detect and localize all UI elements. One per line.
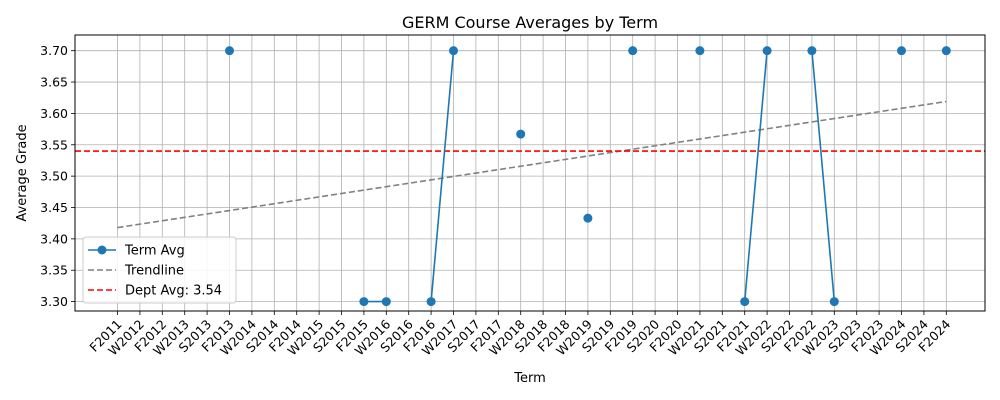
legend-label: Term Avg [124, 244, 185, 259]
trendline [117, 100, 947, 229]
x-axis: F2011W2012F2012W2013S2013F2013W2014S2014… [86, 311, 953, 358]
term-avg-point [807, 46, 817, 56]
y-tick-label: 3.35 [40, 263, 68, 278]
term-avg-point [583, 213, 593, 223]
plot-frame [74, 34, 986, 312]
y-tick-label: 3.40 [40, 231, 68, 246]
y-tick-label: 3.55 [40, 137, 68, 152]
term-avg-point [225, 46, 234, 56]
y-tick-label: 3.60 [40, 106, 68, 121]
term-avg-point [516, 129, 526, 139]
y-tick-label: 3.70 [40, 43, 68, 58]
term-avg-point [628, 46, 638, 56]
legend-marker [97, 245, 107, 255]
term-avg-segment [430, 50, 455, 302]
grid [75, 35, 985, 311]
y-axis: 3.30 3.35 3.40 3.45 3.50 3.55 3.60 3.65 3.70 [40, 43, 75, 309]
term-avg-point [449, 46, 458, 56]
y-tick-label: 3.30 [40, 294, 68, 309]
term-avg-point [381, 297, 391, 307]
term-avg-point [897, 46, 906, 56]
term-avg-point [426, 297, 436, 307]
term-avg-segment [743, 50, 768, 302]
chart-title: GERM Course Averages by Term [402, 13, 658, 32]
term-avg-point [829, 297, 839, 307]
y-tick-label: 3.50 [40, 169, 68, 184]
legend: Term Avg Trendline Dept Avg: 3.54 [82, 236, 237, 304]
y-tick-label: 3.45 [40, 200, 68, 215]
term-avg-point [740, 297, 750, 307]
y-tick-label: 3.65 [40, 75, 68, 90]
term-avg-segment [811, 50, 836, 302]
legend-label: Dept Avg: 3.54 [125, 284, 222, 299]
legend-box [82, 236, 237, 304]
x-axis-label: Term [513, 371, 546, 386]
term-avg-point [941, 46, 951, 56]
legend-label: Trendline [124, 264, 184, 279]
term-avg-point [359, 297, 369, 307]
term-avg-point [762, 46, 772, 56]
plot-area [75, 46, 985, 307]
y-axis-label: Average Grade [15, 124, 30, 221]
term-avg-point [695, 46, 705, 56]
